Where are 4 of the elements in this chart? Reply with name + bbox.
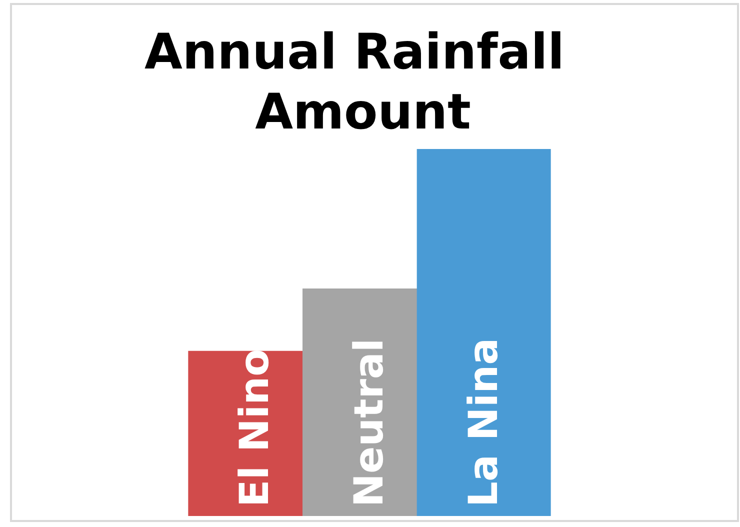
x-tick-label: El Nino <box>232 348 278 507</box>
chart-title: Annual Rainfall Amount <box>144 24 582 140</box>
x-tick-label: La Nina <box>460 338 507 507</box>
x-tick-label: Neutral <box>346 338 392 507</box>
